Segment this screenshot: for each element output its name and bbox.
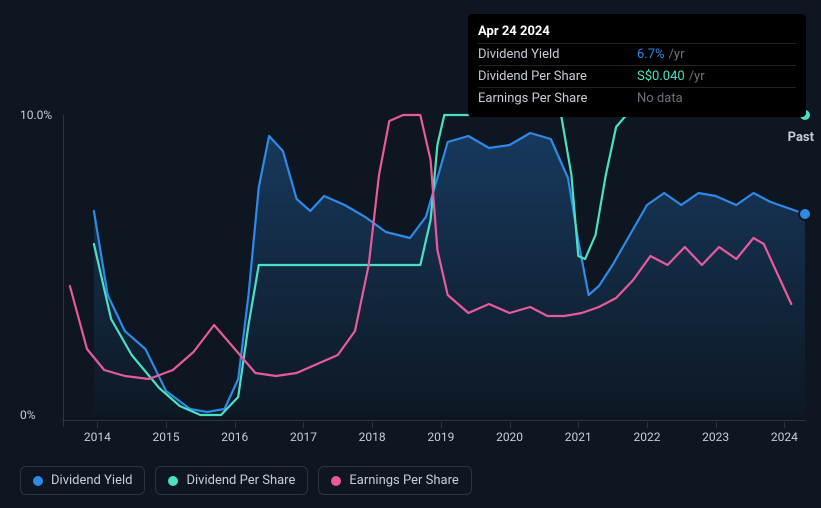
legend-item-dividend-yield[interactable]: Dividend Yield bbox=[20, 466, 145, 495]
x-tick-label: 2014 bbox=[84, 430, 111, 444]
x-axis: 2014 2015 2016 2017 2018 2019 2020 2021 2022 2023… bbox=[63, 422, 805, 442]
x-tick bbox=[303, 422, 304, 428]
x-tick-label: 2021 bbox=[565, 430, 592, 444]
x-tick-label: 2019 bbox=[427, 430, 454, 444]
chart-tooltip: Apr 24 2024 Dividend Yield6.7%/yrDividen… bbox=[468, 14, 806, 117]
chart-plot[interactable] bbox=[63, 115, 805, 415]
chart-container: 0%10.0% 20142015201620172018201920202021… bbox=[20, 110, 805, 425]
x-tick-label: 2016 bbox=[221, 430, 248, 444]
y-tick-label: 10.0% bbox=[20, 108, 52, 122]
tooltip-key: Earnings Per Share bbox=[478, 91, 637, 106]
x-tick bbox=[441, 422, 442, 428]
past-label: Past bbox=[788, 130, 814, 145]
series-area-dividend_yield bbox=[94, 133, 805, 415]
legend-item-earnings-per-share[interactable]: Earnings Per Share bbox=[318, 466, 471, 495]
x-tick-label: 2018 bbox=[359, 430, 386, 444]
y-axis-line bbox=[63, 115, 64, 427]
x-axis-line bbox=[62, 420, 806, 421]
legend-label: Dividend Per Share bbox=[186, 473, 295, 488]
legend-dot-icon bbox=[168, 476, 178, 486]
series-line-earnings_per_share bbox=[70, 115, 791, 379]
legend-label: Earnings Per Share bbox=[349, 473, 458, 488]
series-line-dividend_yield bbox=[94, 133, 805, 412]
y-tick-label: 0% bbox=[20, 408, 36, 422]
chart-legend: Dividend Yield Dividend Per Share Earnings… bbox=[20, 466, 472, 495]
x-tick bbox=[647, 422, 648, 428]
tooltip-row: Dividend Per ShareS$0.040/yr bbox=[478, 65, 796, 87]
x-tick-label: 2022 bbox=[633, 430, 660, 444]
x-tick-label: 2023 bbox=[702, 430, 729, 444]
tooltip-value: No data bbox=[637, 91, 796, 106]
tooltip-key: Dividend Per Share bbox=[478, 69, 637, 84]
tooltip-row: Earnings Per ShareNo data bbox=[478, 87, 796, 109]
legend-item-dividend-per-share[interactable]: Dividend Per Share bbox=[155, 466, 308, 495]
tooltip-value: 6.7%/yr bbox=[637, 47, 796, 62]
tooltip-row: Dividend Yield6.7%/yr bbox=[478, 43, 796, 65]
tooltip-key: Dividend Yield bbox=[478, 47, 637, 62]
x-tick bbox=[97, 422, 98, 428]
series-line-dividend_per_share bbox=[94, 115, 805, 415]
x-tick bbox=[510, 422, 511, 428]
x-tick-label: 2017 bbox=[290, 430, 317, 444]
x-tick bbox=[716, 422, 717, 428]
x-tick bbox=[372, 422, 373, 428]
series-end-dot-dividend_yield bbox=[798, 207, 812, 221]
x-tick-label: 2015 bbox=[153, 430, 180, 444]
x-tick-label: 2020 bbox=[496, 430, 523, 444]
legend-dot-icon bbox=[331, 476, 341, 486]
x-tick-label: 2024 bbox=[771, 430, 798, 444]
x-tick bbox=[166, 422, 167, 428]
x-tick bbox=[784, 422, 785, 428]
tooltip-date: Apr 24 2024 bbox=[478, 20, 796, 43]
legend-dot-icon bbox=[33, 476, 43, 486]
x-tick bbox=[578, 422, 579, 428]
legend-label: Dividend Yield bbox=[51, 473, 132, 488]
tooltip-value: S$0.040/yr bbox=[637, 69, 796, 84]
x-tick bbox=[235, 422, 236, 428]
